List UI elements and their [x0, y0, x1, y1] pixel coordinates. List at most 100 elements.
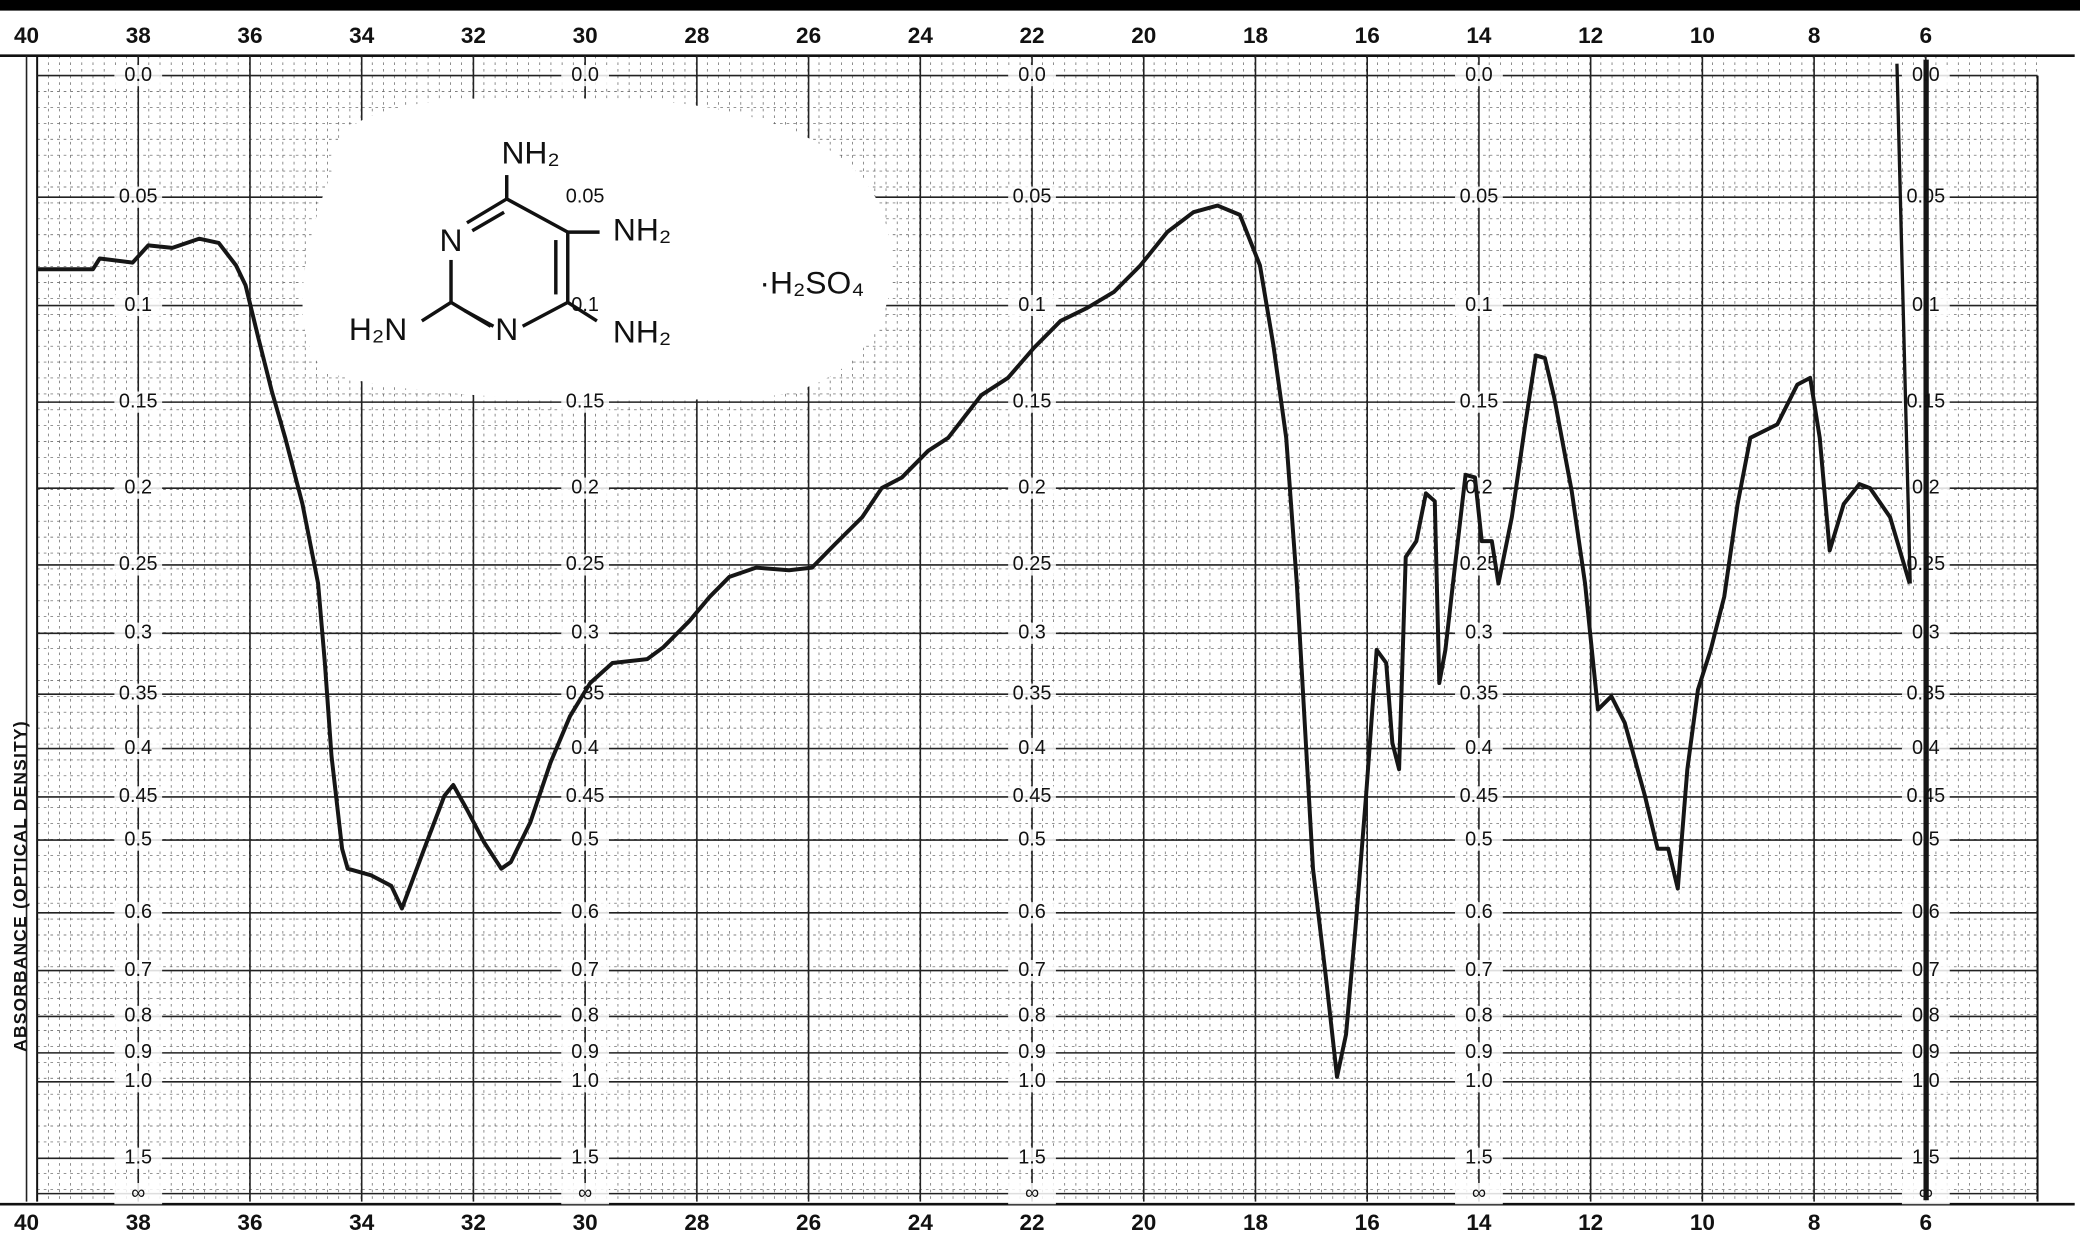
y-tick-label: 0.8	[1465, 1005, 1493, 1027]
y-tick-label-bg	[1008, 829, 1056, 851]
y-tick-label-bg	[561, 829, 610, 851]
y-tick-label-bg	[1008, 1183, 1056, 1205]
y-tick-label: 0.0	[124, 64, 152, 86]
y-tick-label: 0.3	[571, 622, 599, 644]
y-tick-label-bg	[561, 1042, 610, 1064]
y-tick-label: 0.35	[1013, 682, 1052, 704]
y-tick-label-bg	[114, 1183, 163, 1205]
y-tick-label: 0.2	[571, 476, 599, 498]
y-tick-label: 0.8	[1912, 1005, 1940, 1027]
y-tick-label: 0.6	[124, 901, 152, 923]
y-tick-label: 0.6	[1465, 901, 1493, 923]
y-tick-label: 0.9	[1018, 1041, 1046, 1063]
y-tick-label: 0.45	[1013, 785, 1052, 807]
x-tick-label-bottom: 18	[1243, 1210, 1268, 1235]
y-tick-label: 0.6	[1912, 901, 1940, 923]
y-tick-label-bg	[561, 1005, 610, 1028]
structure-label: NH₂	[501, 135, 559, 171]
y-tick-label: ∞	[131, 1182, 145, 1204]
x-tick-label-bottom: 38	[126, 1210, 151, 1235]
y-tick-label: 0.7	[1912, 959, 1940, 981]
y-tick-label: 0.25	[1906, 553, 1945, 575]
y-tick-label: 0.3	[1912, 622, 1940, 644]
x-tick-label-top: 18	[1243, 23, 1268, 48]
y-tick-label-bg	[1455, 829, 1503, 851]
structure-label: N	[440, 222, 463, 258]
x-tick-label-bottom: 26	[796, 1210, 821, 1235]
y-tick-label: 0.0	[1018, 64, 1046, 86]
structure-bonds	[420, 175, 600, 328]
x-tick-label-top: 12	[1578, 23, 1603, 48]
y-tick-label: 0.5	[124, 828, 152, 850]
y-tick-label-bg	[114, 186, 163, 208]
structure-backdrop	[302, 97, 892, 401]
y-tick-label-bg	[1008, 477, 1056, 499]
y-tick-label-bg	[1455, 683, 1503, 705]
y-tick-label: 1.5	[1018, 1147, 1046, 1169]
y-tick-label-bg	[561, 64, 610, 87]
y-tick-label: 0.35	[1906, 682, 1945, 704]
y-tick-label: 0.5	[1018, 828, 1046, 850]
y-tick-label: 0.15	[1906, 390, 1945, 412]
x-tick-label-bottom: 40	[14, 1210, 39, 1235]
x-tick-label-bottom: 10	[1690, 1210, 1715, 1235]
y-tick-label: ∞	[1025, 1182, 1039, 1204]
x-tick-label-bottom: 22	[1020, 1210, 1045, 1235]
x-tick-label-top: 22	[1020, 23, 1045, 48]
y-tick-label: 0.9	[571, 1041, 599, 1063]
y-tick-label: 0.35	[1460, 682, 1499, 704]
structure-label: N	[495, 311, 518, 347]
x-tick-label-bottom: 12	[1578, 1210, 1603, 1235]
y-tick-label-bg	[114, 683, 163, 705]
y-tick-label-bg	[1455, 959, 1503, 982]
y-tick-label: 0.15	[566, 390, 605, 412]
y-tick-label-bg	[114, 829, 163, 851]
y-tick-label-bg	[1455, 554, 1503, 576]
y-tick-label-bg	[114, 554, 163, 576]
y-tick-label-bg	[114, 1042, 163, 1064]
y-tick-label: 0.45	[1460, 785, 1499, 807]
y-tick-label: 0.45	[1906, 785, 1945, 807]
y-tick-label: 0.45	[566, 785, 605, 807]
y-tick-label: 0.9	[1912, 1041, 1940, 1063]
y-tick-label-bg	[1455, 186, 1503, 208]
top-band	[0, 0, 2080, 11]
y-tick-label-bg	[114, 1071, 163, 1093]
y-tick-label: 0.7	[1465, 959, 1493, 981]
y-tick-label: 0.2	[1465, 476, 1493, 498]
y-tick-label-bg	[1455, 391, 1503, 413]
y-tick-label-bg	[1008, 64, 1056, 87]
y-tick-label: 0.05	[1013, 185, 1052, 207]
y-tick-label-bg	[1455, 477, 1503, 499]
y-tick-label: 0.0	[571, 64, 599, 86]
y-tick-label: 0.2	[1018, 476, 1046, 498]
x-tick-label-bottom: 30	[573, 1210, 598, 1235]
y-tick-label-bg	[561, 1183, 610, 1205]
y-tick-label: 0.2	[1912, 476, 1940, 498]
x-tick-label-bottom: 32	[461, 1210, 486, 1235]
pen-trace	[1895, 63, 1912, 584]
y-tick-label: 0.4	[571, 737, 599, 759]
y-tick-label-bg	[1455, 1071, 1503, 1093]
y-tick-label: 0.15	[1013, 390, 1052, 412]
y-tick-label: 0.6	[1018, 901, 1046, 923]
x-tick-label-bottom: 28	[684, 1210, 709, 1235]
y-tick-label: 0.15	[1460, 390, 1499, 412]
y-tick-label-bg	[561, 1071, 610, 1093]
y-tick-label-bg	[114, 959, 163, 982]
y-tick-label: 1.5	[124, 1147, 152, 1169]
y-tick-label: 1.0	[1018, 1070, 1046, 1092]
x-tick-label-bottom: 20	[1131, 1210, 1156, 1235]
y-tick-label-bg	[1008, 1005, 1056, 1028]
y-tick-label: 0.4	[1912, 737, 1940, 759]
y-tick-label: 0.6	[571, 901, 599, 923]
y-tick-label: 0.5	[1912, 828, 1940, 850]
y-tick-label-bg	[1008, 683, 1056, 705]
y-tick-label-bg	[114, 1005, 163, 1028]
y-tick-label: 0.05	[119, 185, 158, 207]
salt-label: ·H₂SO₄	[759, 265, 864, 301]
y-tick-label: 0.1	[1465, 294, 1493, 316]
y-tick-label: 0.4	[124, 737, 152, 759]
y-tick-label-bg	[561, 902, 610, 924]
x-tick-label-top: 8	[1808, 23, 1821, 48]
